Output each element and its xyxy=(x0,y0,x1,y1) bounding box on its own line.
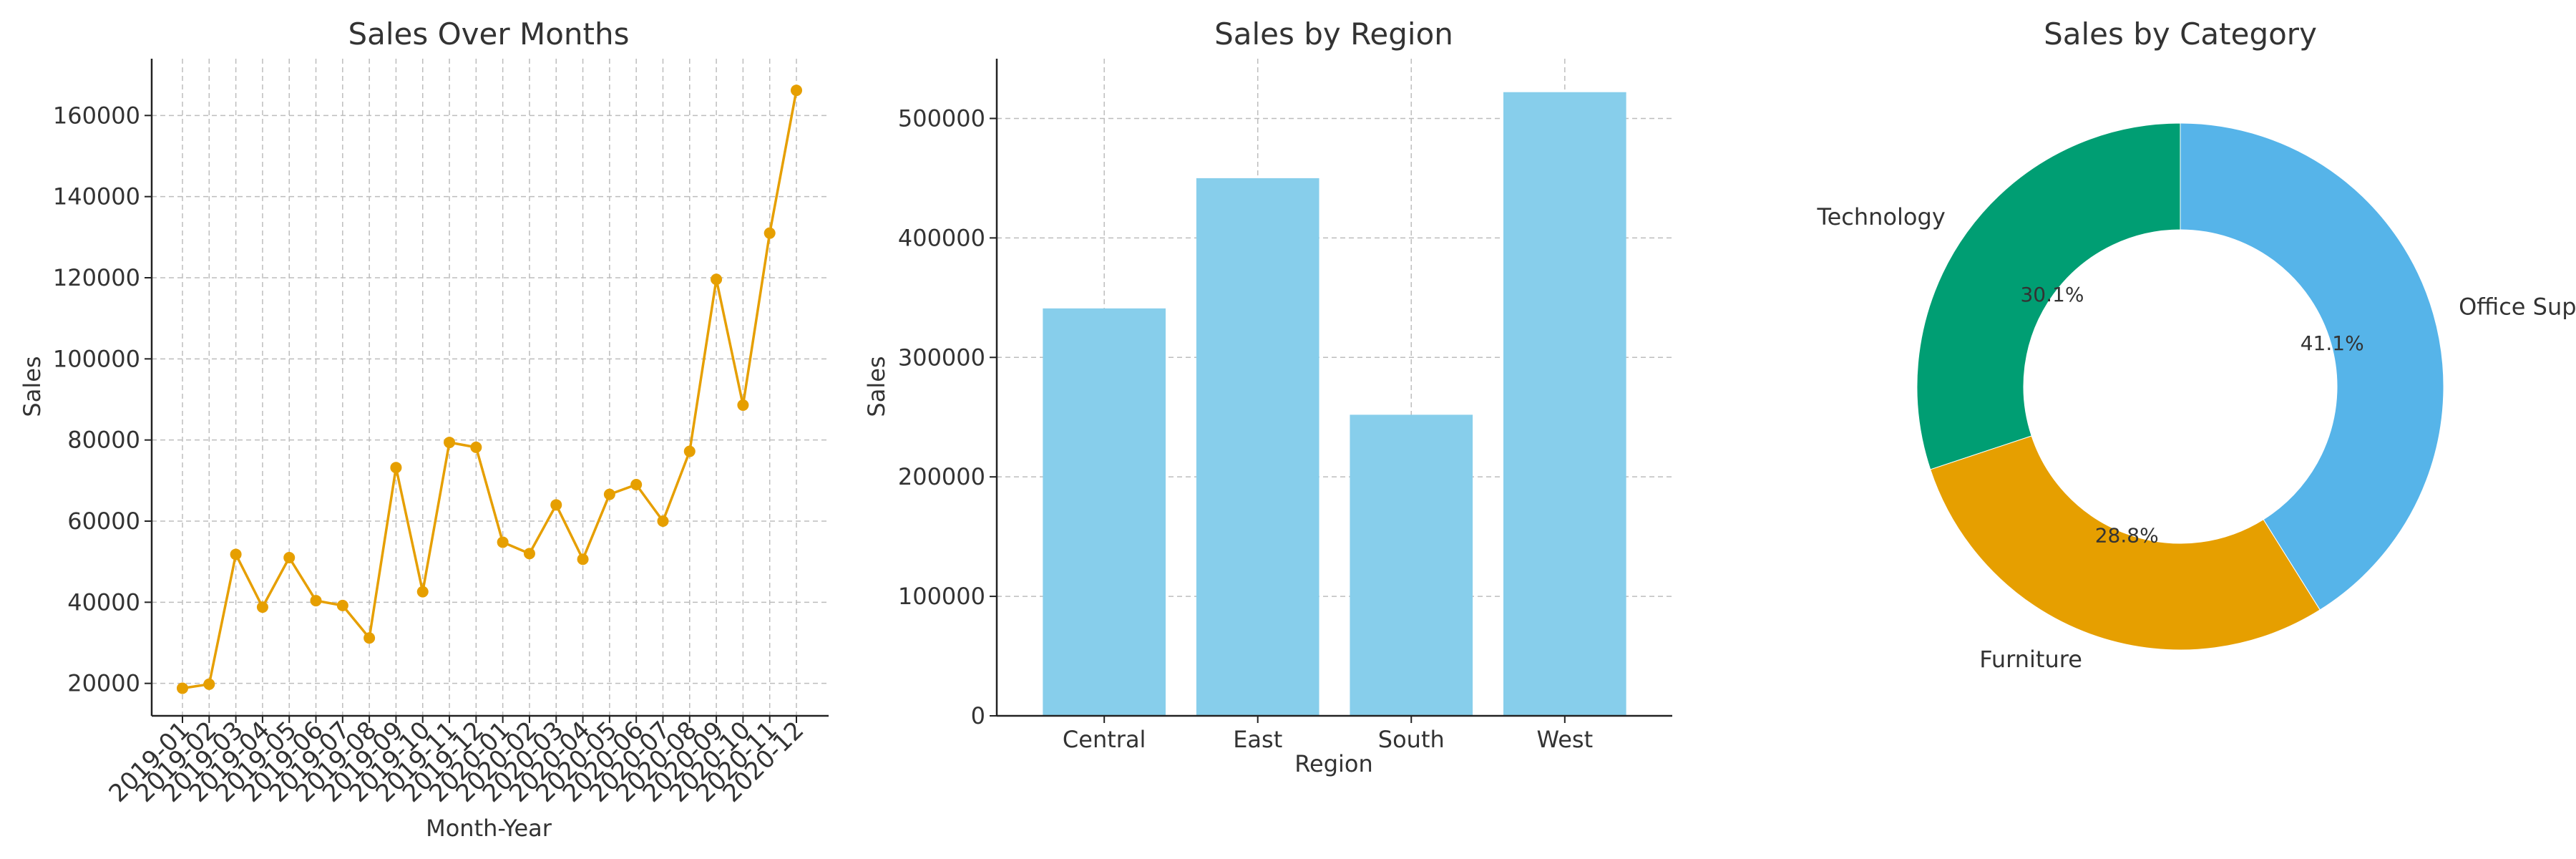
line-chart-ytick-label: 120000 xyxy=(53,264,140,291)
line-chart-point xyxy=(630,479,643,490)
bar-chart-xtick-label: West xyxy=(1536,726,1593,753)
line-chart-point xyxy=(230,548,242,560)
bar-chart-xtick-label: South xyxy=(1378,726,1445,753)
line-chart-ytick-label: 140000 xyxy=(53,183,140,210)
donut-percent-technology: 30.1% xyxy=(2020,283,2084,306)
donut-label-office-supplies: Office Supplies xyxy=(2459,293,2576,320)
bar-chart-panel: Sales by Region Region Sales 0 100000 2000… xyxy=(863,16,1672,777)
donut-slice-furniture xyxy=(1930,435,2321,651)
bar-chart-title: Sales by Region xyxy=(1214,16,1453,52)
donut-slice-office-supplies xyxy=(2180,122,2444,611)
donut-percent-office-supplies: 41.1% xyxy=(2301,331,2364,355)
line-chart-panel: Sales Over Months Month-Year Sales 20000… xyxy=(19,16,829,842)
line-chart-point xyxy=(497,536,509,548)
line-chart-xlabel: Month-Year xyxy=(426,815,552,842)
bar-chart-xtick-label: East xyxy=(1233,726,1282,753)
line-chart-point xyxy=(310,595,322,607)
donut-label-furniture: Furniture xyxy=(1979,646,2082,673)
bar-east xyxy=(1196,178,1319,717)
line-chart-point xyxy=(657,515,669,527)
donut-chart-title: Sales by Category xyxy=(2044,16,2317,52)
donut-percent-furniture: 28.8% xyxy=(2095,524,2159,548)
line-chart-point xyxy=(283,552,296,563)
line-chart-point xyxy=(523,548,535,560)
bar-chart-xlabel: Region xyxy=(1294,750,1373,777)
line-chart-point xyxy=(390,462,402,474)
line-chart-ytick-label: 40000 xyxy=(67,588,140,616)
donut-label-technology: Technology xyxy=(1817,203,1946,230)
bar-chart-ytick-label: 0 xyxy=(971,702,985,729)
donut-slice-technology xyxy=(1916,122,2181,470)
line-chart-point xyxy=(336,599,348,611)
bar-south xyxy=(1350,414,1473,716)
line-chart-ytick-label: 80000 xyxy=(67,427,140,454)
bar-chart-xtick-label: Central xyxy=(1063,726,1146,753)
bar-chart-ylabel: Sales xyxy=(863,356,890,417)
line-chart-point xyxy=(364,632,376,644)
line-chart-point xyxy=(791,84,802,97)
line-chart-ytick-label: 60000 xyxy=(67,508,140,535)
line-chart-point xyxy=(256,601,268,613)
line-chart-point xyxy=(444,437,456,449)
donut-chart-panel: Sales by Category Technology 30.1% Furnitu… xyxy=(1817,16,2576,673)
line-chart-point xyxy=(416,586,429,598)
bar-central xyxy=(1043,308,1166,717)
line-chart-point xyxy=(203,678,215,690)
bar-chart-ytick-label: 300000 xyxy=(898,344,985,371)
line-chart-point xyxy=(550,499,562,511)
bar-chart-ytick-label: 500000 xyxy=(898,105,985,132)
bar-chart-ytick-label: 200000 xyxy=(898,463,985,490)
line-chart-point xyxy=(177,682,188,694)
line-chart-point xyxy=(603,488,615,500)
line-chart-point xyxy=(711,273,723,286)
line-chart-point xyxy=(737,399,749,411)
line-chart-point xyxy=(470,441,482,453)
bar-west xyxy=(1503,92,1626,716)
line-chart-ytick-label: 20000 xyxy=(67,670,140,697)
bar-chart-ytick-label: 100000 xyxy=(898,583,985,610)
line-chart-title: Sales Over Months xyxy=(348,16,629,52)
line-chart-point xyxy=(683,445,696,457)
bar-chart-ytick-label: 400000 xyxy=(898,224,985,251)
line-chart-point xyxy=(577,553,589,566)
line-chart-ytick-label: 160000 xyxy=(53,102,140,129)
line-chart-series-line xyxy=(182,89,798,690)
line-chart-ytick-label: 100000 xyxy=(53,345,140,372)
line-chart-ylabel: Sales xyxy=(19,356,46,417)
line-chart-grid xyxy=(152,59,829,716)
line-chart-point xyxy=(763,227,776,239)
